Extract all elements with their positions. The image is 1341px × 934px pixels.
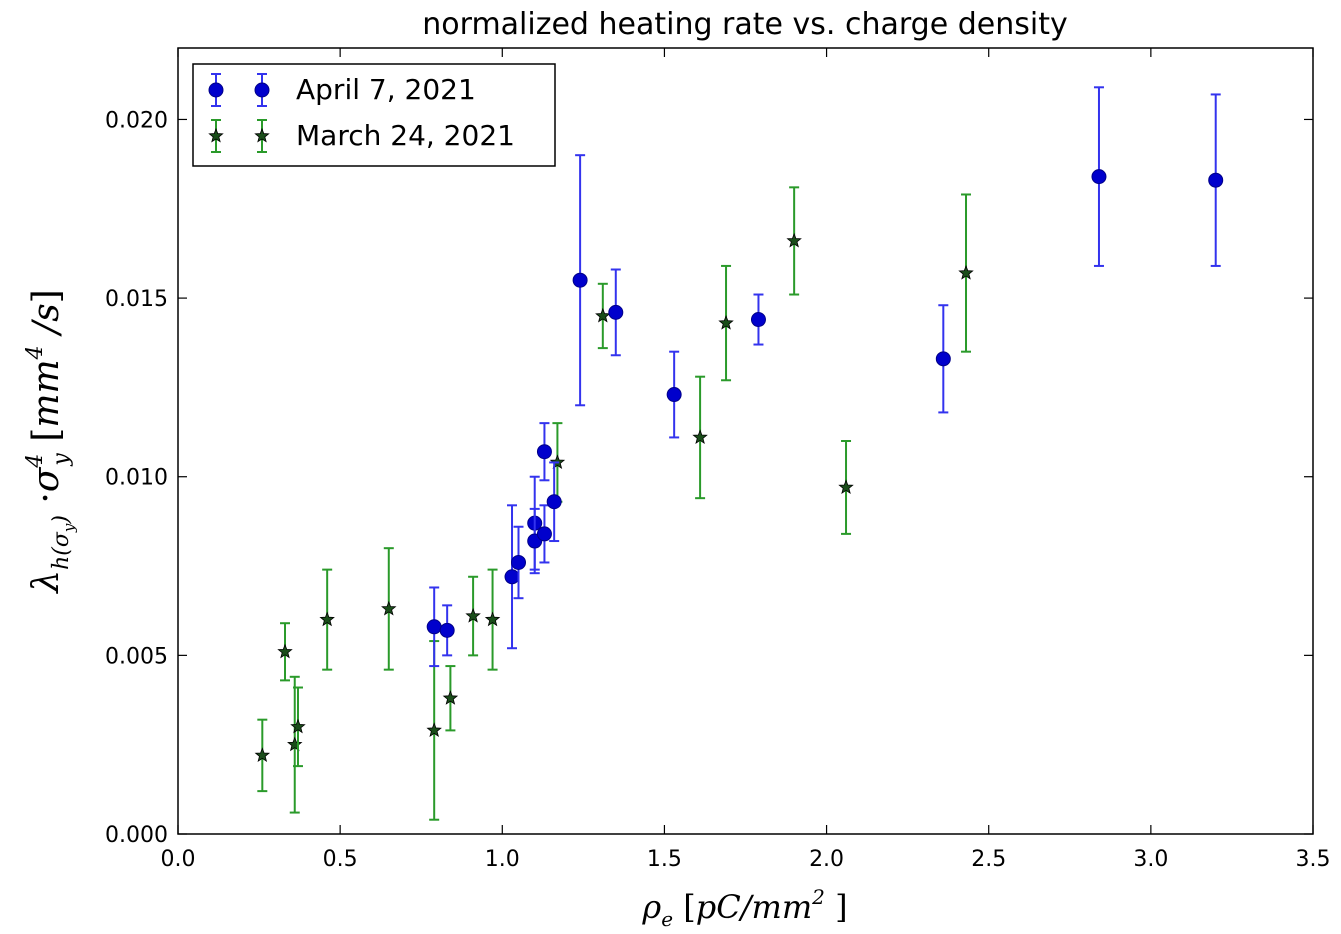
legend-marker xyxy=(208,82,224,98)
x-tick-label: 3.0 xyxy=(1133,847,1168,872)
data-point xyxy=(958,264,974,280)
data-point xyxy=(595,307,611,323)
data-point xyxy=(546,494,562,510)
series-layer xyxy=(254,86,1224,821)
data-point xyxy=(319,611,335,627)
data-point xyxy=(608,304,624,320)
data-point xyxy=(465,607,481,623)
x-axis-ticks: 0.0 0.5 1.0 1.5 2.0 2.5 3.0 3.5 xyxy=(161,48,1331,872)
plot-area xyxy=(177,47,1314,835)
legend-box xyxy=(192,63,556,167)
y-tick-label: 0.020 xyxy=(105,108,168,133)
series-april xyxy=(426,86,1224,668)
x-tick-label: 3.5 xyxy=(1296,847,1331,872)
y-tick-label: 0.015 xyxy=(105,287,168,312)
chart-title: normalized heating rate vs. charge densi… xyxy=(422,7,1067,42)
x-tick-label: 2.5 xyxy=(971,847,1006,872)
legend: April 7, 2021 March 24, 2021 xyxy=(192,63,556,167)
x-tick-label: 1.0 xyxy=(485,847,520,872)
data-point xyxy=(572,272,588,288)
legend-label: March 24, 2021 xyxy=(296,119,515,152)
legend-item: March 24, 2021 xyxy=(208,119,515,153)
data-point xyxy=(692,429,708,444)
data-point xyxy=(511,554,526,570)
y-axis-label: λh(σy) ·σ4y [mm4 /s] xyxy=(23,289,78,594)
x-tick-label: 0.0 xyxy=(161,847,196,872)
data-point xyxy=(1208,172,1224,188)
legend-marker xyxy=(254,127,270,143)
legend-marker xyxy=(254,82,270,98)
x-axis-label: ρe [pC/mm2 ] xyxy=(641,885,847,931)
data-point xyxy=(484,611,501,627)
data-point xyxy=(442,690,459,705)
data-point xyxy=(1091,169,1107,185)
x-tick-label: 0.5 xyxy=(323,847,358,872)
data-point xyxy=(750,312,766,328)
data-point xyxy=(277,643,293,659)
data-point xyxy=(381,600,397,616)
data-point xyxy=(426,722,442,737)
legend-marker xyxy=(208,127,224,143)
y-axis-ticks: 0.000 0.005 0.010 0.015 0.020 xyxy=(105,108,1313,848)
data-point xyxy=(935,351,951,367)
x-tick-label: 1.5 xyxy=(647,847,682,872)
legend-label: April 7, 2021 xyxy=(296,73,476,106)
data-point xyxy=(838,479,854,495)
data-point xyxy=(504,569,520,585)
data-point xyxy=(290,718,306,734)
y-tick-label: 0.010 xyxy=(105,466,168,491)
x-tick-label: 2.0 xyxy=(809,847,844,872)
data-point xyxy=(718,314,734,330)
data-point xyxy=(426,619,442,635)
data-point xyxy=(666,387,682,403)
data-point xyxy=(536,526,552,542)
data-point xyxy=(439,622,455,638)
data-point xyxy=(536,444,552,460)
series-march xyxy=(254,186,974,821)
legend-item: April 7, 2021 xyxy=(208,73,476,107)
data-point xyxy=(786,232,802,248)
data-point xyxy=(254,747,271,762)
data-point xyxy=(287,736,303,752)
y-tick-label: 0.005 xyxy=(105,644,168,669)
y-tick-label: 0.000 xyxy=(105,823,168,848)
